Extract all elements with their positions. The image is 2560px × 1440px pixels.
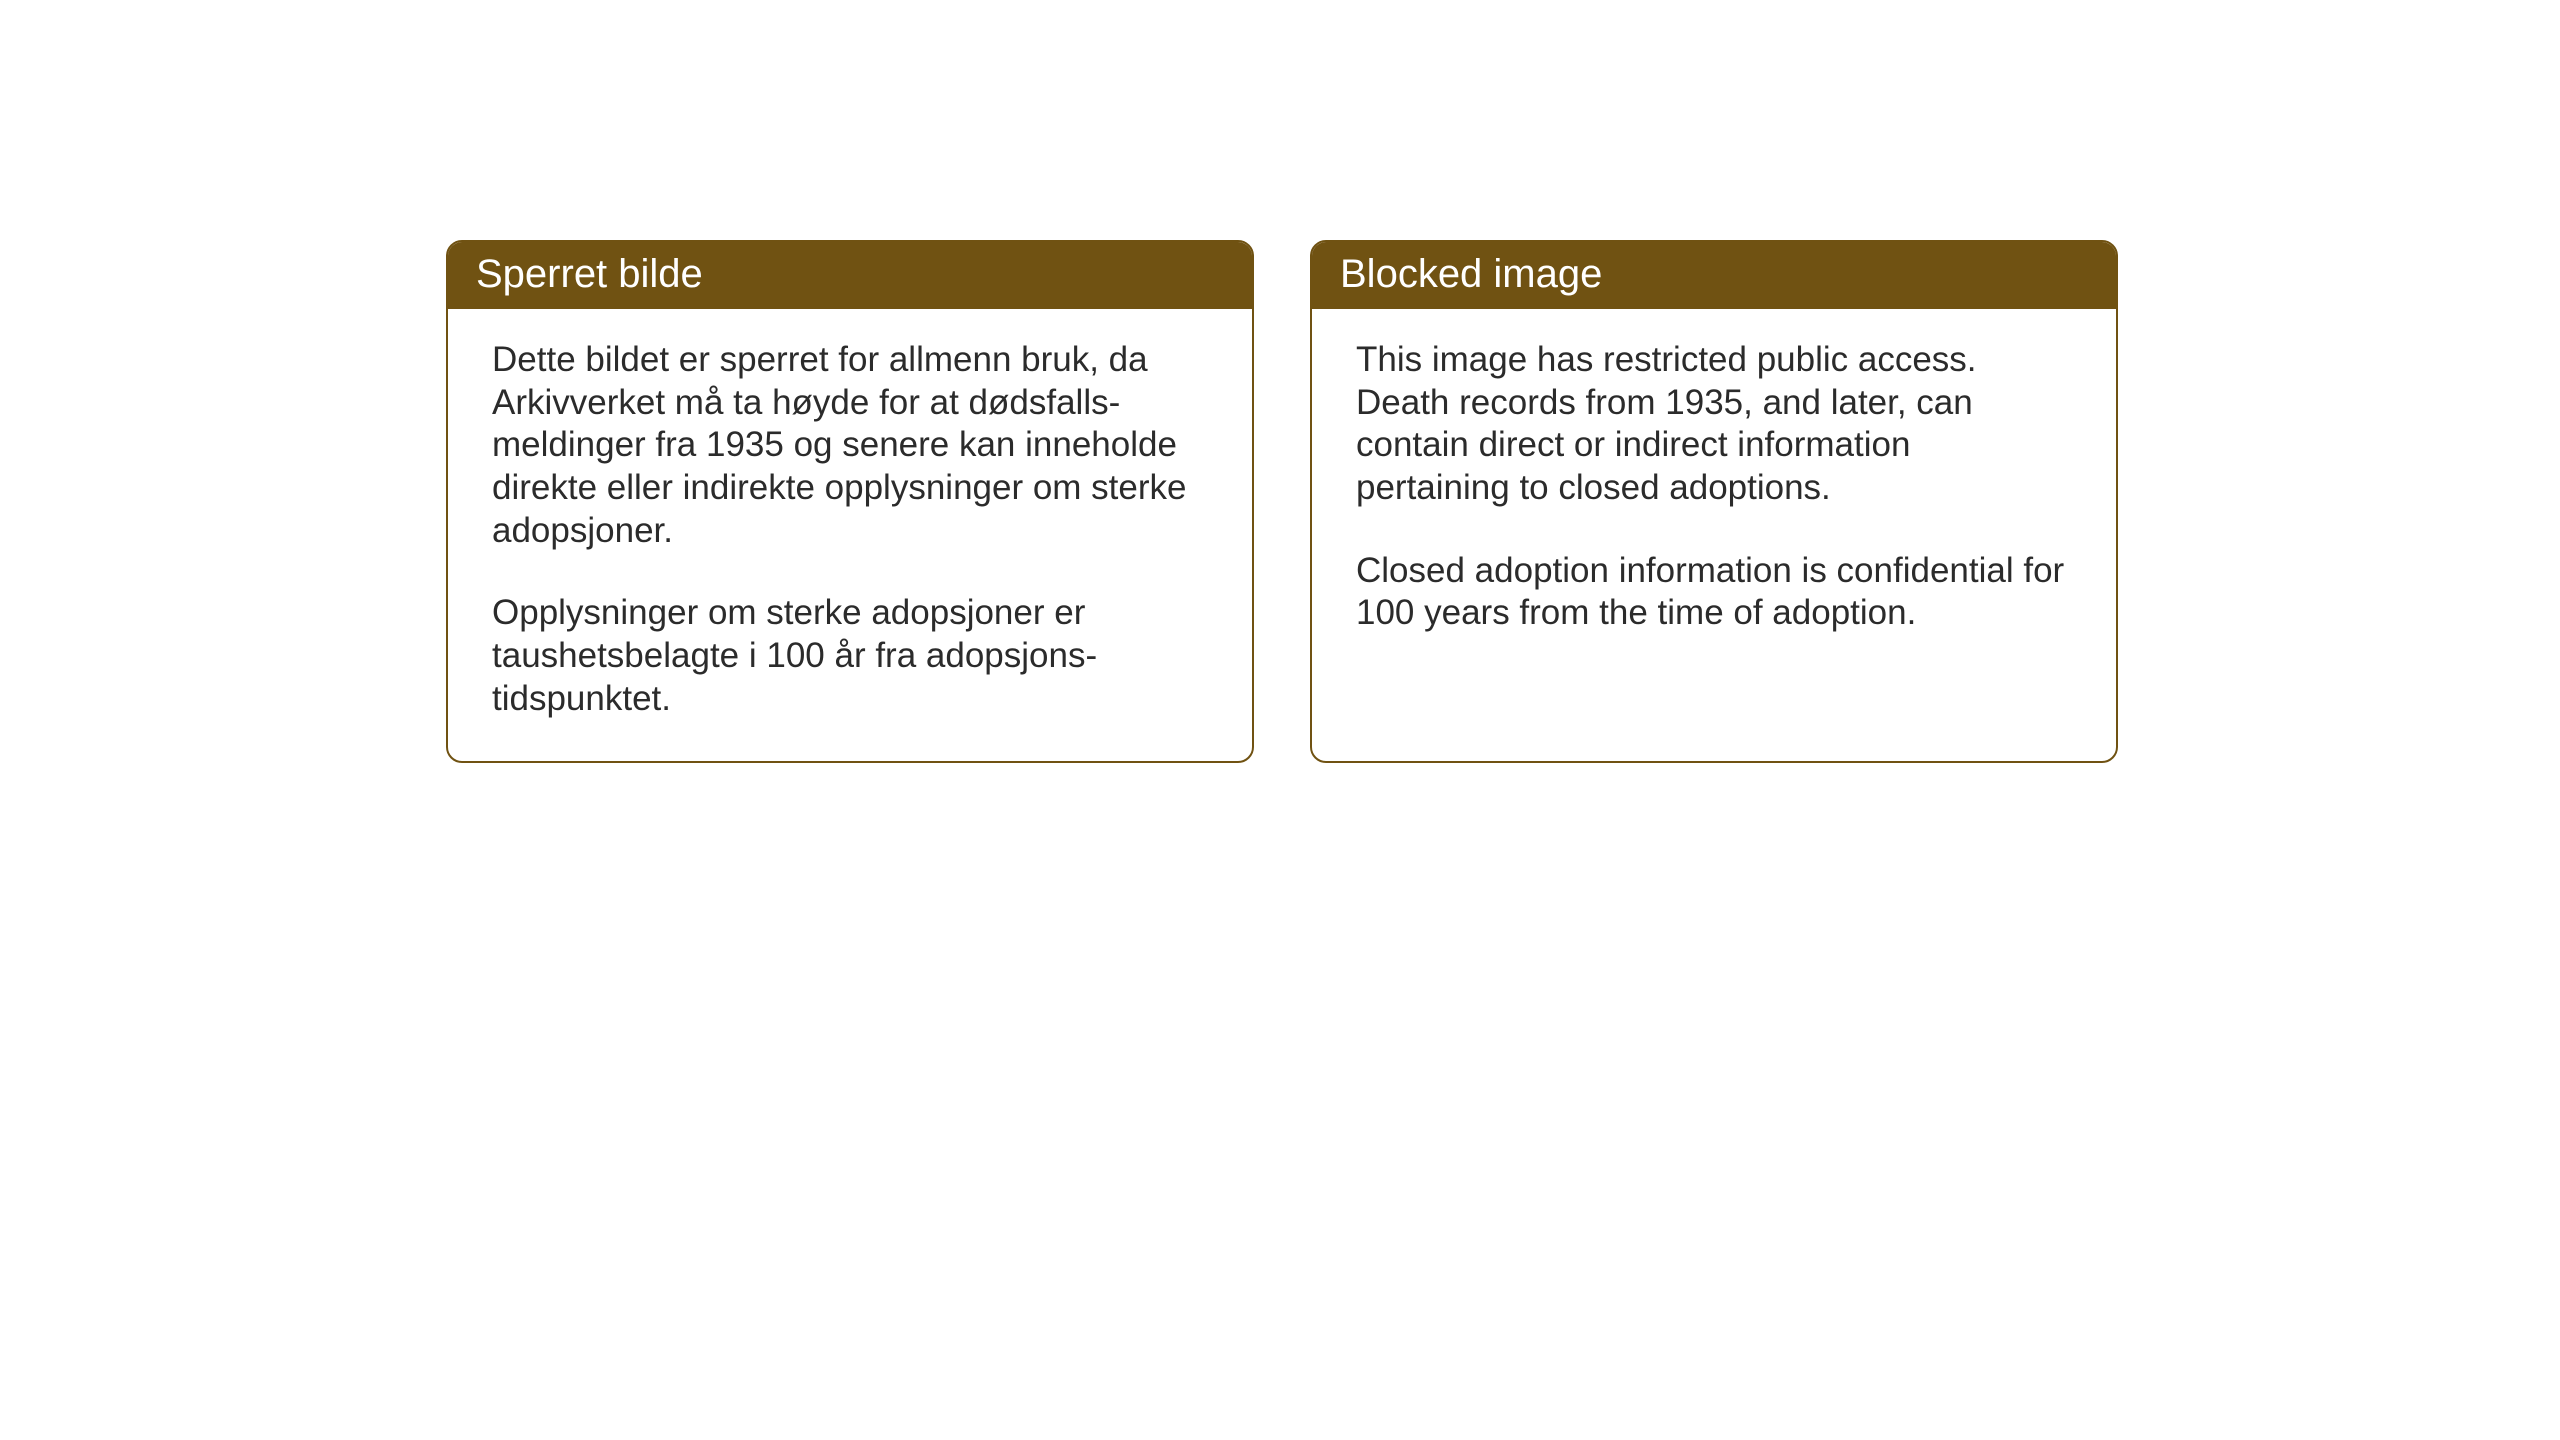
card-norwegian-para1: Dette bildet er sperret for allmenn bruk… bbox=[492, 339, 1208, 552]
card-norwegian: Sperret bilde Dette bildet er sperret fo… bbox=[446, 240, 1254, 763]
card-english-header: Blocked image bbox=[1312, 242, 2116, 309]
card-english: Blocked image This image has restricted … bbox=[1310, 240, 2118, 763]
card-norwegian-header: Sperret bilde bbox=[448, 242, 1252, 309]
card-english-para1: This image has restricted public access.… bbox=[1356, 339, 2072, 510]
card-english-para2: Closed adoption information is confident… bbox=[1356, 550, 2072, 635]
card-norwegian-body: Dette bildet er sperret for allmenn bruk… bbox=[448, 309, 1252, 761]
cards-container: Sperret bilde Dette bildet er sperret fo… bbox=[0, 0, 2560, 763]
card-english-body: This image has restricted public access.… bbox=[1312, 309, 2116, 675]
card-norwegian-para2: Opplysninger om sterke adopsjoner er tau… bbox=[492, 592, 1208, 720]
